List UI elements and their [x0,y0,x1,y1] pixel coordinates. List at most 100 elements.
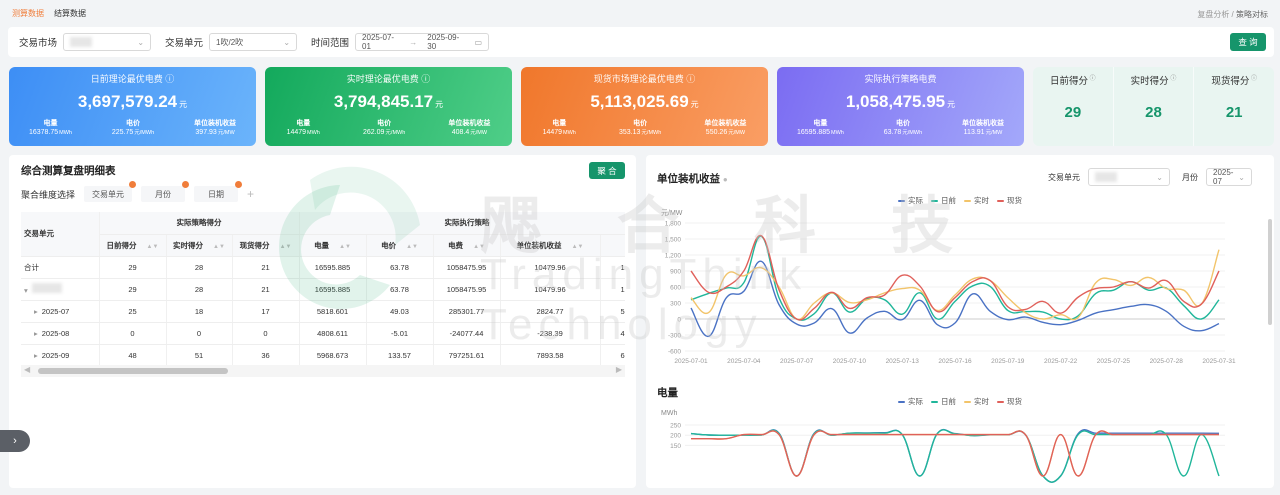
sub-value: 550.26 [705,129,728,136]
chart-panel: 单位装机收益 ● 交易单元 ⌄ 月份 2025-07 ⌄ 实际 日前 实时 现货 元/M… [646,155,1274,488]
query-button[interactable]: 查 询 [1230,33,1266,51]
x-tick-label: 2025-07-28 [1150,358,1184,365]
expand-row-icon[interactable]: ▾ [24,286,28,295]
table-cell: 10479.96 [500,278,601,301]
y-tick-label: -300 [668,333,681,340]
card-sub-metric: 单位装机收益 397.93元/MW [194,119,236,138]
sort-icon[interactable]: ▲▼ [339,243,351,250]
legend-swatch [964,199,971,203]
remove-badge-icon[interactable] [129,181,137,188]
col-header[interactable]: 单位装机收益 ▲▼ [500,234,601,257]
table-cell: 63.78 [366,256,434,279]
col-header[interactable] [600,234,625,257]
table-cell: 29 [99,256,167,279]
sort-icon[interactable]: ▲▼ [473,243,485,250]
col-header-label: 电费 [448,240,464,250]
info-icon[interactable]: ⓘ [686,74,696,84]
date-range-picker[interactable]: 2025-07-01 → 2025-09-30 ▭ [355,33,490,51]
info-icon[interactable]: ⓘ [165,74,175,84]
series-line [690,260,1220,338]
summary-card: 实际执行策略电费 1,058,475.95 元 电量 16595.885MWh 电价 6… [777,67,1024,146]
x-tick-label: 2025-07-16 [938,358,972,365]
col-header[interactable]: 电价 ▲▼ [366,234,434,257]
dim-tag-month[interactable]: 月份 [141,181,190,202]
card-sub-metric: 电量 14479MWh [287,119,320,138]
table-horizontal-scrollbar[interactable]: ◀ ▶ [21,365,625,377]
sort-icon[interactable]: ▲▼ [213,243,225,250]
sub-label: 单位装机收益 [962,120,1005,127]
chart-unit-select[interactable]: ⌄ [1088,168,1170,186]
breadcrumb-item[interactable]: 复盘分析 [1197,10,1230,19]
dim-tag-unit[interactable]: 交易单元 [84,181,137,202]
panel-vertical-scrollbar[interactable] [1268,219,1272,325]
aggregate-button[interactable]: 聚 合 [589,162,625,179]
info-icon[interactable]: ⓘ [421,74,431,84]
chevron-down-icon: ⌄ [1238,172,1245,182]
y-tick-label: 1,500 [665,237,682,244]
col-header[interactable]: 日前得分 ▲▼ [99,234,167,257]
sub-unit: MWh [563,130,576,136]
market-select[interactable]: ⌄ [63,33,152,51]
card-title: 实时理论最优电费 [346,74,419,84]
y-tick-label: 900 [670,269,681,276]
sub-value: 16378.75 [28,129,59,136]
group-header-actual: 实际执行策略 [299,212,625,235]
col-header[interactable]: 实时得分 ▲▼ [166,234,233,257]
col-header[interactable]: 现货得分 ▲▼ [232,234,300,257]
score-label: 实时得分 [1130,76,1169,88]
sort-icon[interactable]: ▲▼ [406,243,418,250]
detail-table: 交易单元 实际策略得分 实际执行策略 日前得分 ▲▼ 实时得分 ▲▼ 现货得分 ▲▼ 电量 ▲… [21,212,625,367]
col-header-label: 电价 [381,240,397,250]
legend-item[interactable]: 实际 [898,195,923,206]
y-tick-label: 200 [670,433,681,440]
legend-item[interactable]: 现货 [997,396,1022,407]
sub-value: 262.09 [363,129,385,136]
chart-month-value: 2025-07 [1213,168,1234,186]
col-header[interactable]: 电量 ▲▼ [299,234,367,257]
remove-badge-icon[interactable] [182,181,190,188]
unit-value: 1吹/2吹 [216,37,244,47]
expand-row-icon[interactable]: ▸ [34,350,38,360]
legend-item[interactable]: 现货 [997,195,1022,206]
card-sub-metric: 电价 262.09元/MWh [363,119,405,138]
table-cell: 25 [99,300,167,323]
date-end[interactable]: 2025-09-30 [427,33,460,51]
info-icon[interactable]: ⓘ [1168,76,1177,82]
legend-item[interactable]: 实际 [898,396,923,407]
tab-estimate-data[interactable]: 测算数据 [12,9,44,18]
legend-item[interactable]: 实时 [964,396,989,407]
sort-icon[interactable]: ▲▼ [571,243,584,250]
sub-value: 225.75 [111,129,134,136]
remove-badge-icon[interactable] [235,181,243,188]
sub-label: 电量 [552,120,567,127]
date-start[interactable]: 2025-07-01 [362,33,395,51]
expand-row-icon[interactable]: ▸ [34,306,38,316]
tab-settlement-data[interactable]: 结算数据 [54,9,86,18]
legend-item[interactable]: 实时 [964,195,989,206]
info-icon[interactable]: ● [722,175,728,184]
scroll-right-icon[interactable]: ▶ [615,365,622,374]
sidebar-expand-button[interactable]: › [0,430,30,452]
sort-icon[interactable]: ▲▼ [146,243,159,250]
dim-tag-date[interactable]: 日期 [194,181,243,202]
scrollbar-thumb[interactable] [38,368,228,374]
score-value: 29 [1064,104,1082,122]
expand-row-icon[interactable]: ▸ [34,328,38,338]
legend-item[interactable]: 日前 [931,195,956,206]
add-dimension-icon[interactable]: + [247,187,255,201]
legend-item[interactable]: 日前 [931,396,956,407]
unit-select[interactable]: 1吹/2吹 ⌄ [209,33,298,51]
info-icon[interactable]: ⓘ [1249,76,1258,82]
sort-icon[interactable]: ▲▼ [279,243,292,250]
info-icon[interactable]: ⓘ [1088,76,1096,82]
col-header[interactable]: 电费 ▲▼ [433,234,501,257]
table-cell: 797251.61 [433,344,501,367]
chart-unit-label: 交易单元 [1048,172,1080,182]
card-sub-metric: 电量 16595.885MWh [797,119,844,138]
sub-unit: 元/MWh [641,130,662,136]
scroll-left-icon[interactable]: ◀ [24,365,31,374]
dim-tag-label: 交易单元 [92,189,125,199]
chart-month-select[interactable]: 2025-07 ⌄ [1206,168,1252,186]
sub-label: 电量 [813,120,828,127]
card-unit: 元 [947,100,956,109]
